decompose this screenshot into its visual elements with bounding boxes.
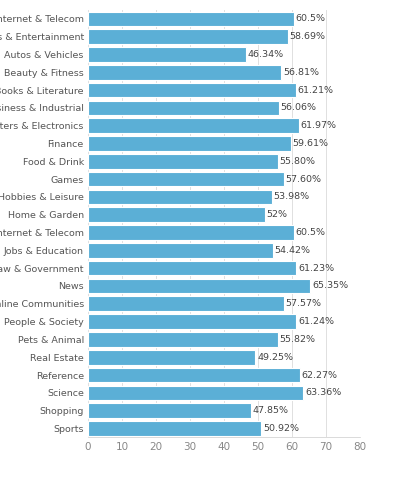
Bar [88,350,256,364]
Bar [88,136,291,151]
Text: 57.57%: 57.57% [286,299,322,308]
Bar [88,118,299,133]
Bar [88,279,310,293]
Bar [88,83,296,97]
Bar [88,243,273,257]
Text: 50.92%: 50.92% [263,424,299,433]
Text: 65.35%: 65.35% [312,281,348,290]
Bar [88,421,261,436]
Text: 60.5%: 60.5% [295,14,326,23]
Bar [88,386,304,400]
Bar [88,314,296,329]
Bar [88,154,278,168]
Bar [88,368,300,382]
Text: 54.42%: 54.42% [275,246,311,255]
Text: 56.06%: 56.06% [280,103,316,112]
Text: 52%: 52% [266,210,288,219]
Bar [88,332,278,347]
Text: 58.69%: 58.69% [289,32,325,41]
Text: 61.97%: 61.97% [300,121,336,130]
Bar [88,225,294,240]
Bar [88,65,281,80]
Bar [88,207,265,222]
Bar [88,172,284,186]
Bar [88,100,279,115]
Text: 60.5%: 60.5% [295,228,326,237]
Text: 61.24%: 61.24% [298,317,334,326]
Bar [88,261,296,275]
Bar [88,404,251,418]
Text: 61.23%: 61.23% [298,264,334,273]
Text: 61.21%: 61.21% [298,85,334,94]
Text: 49.25%: 49.25% [257,353,293,362]
Bar [88,29,288,44]
Text: 59.61%: 59.61% [292,139,328,148]
Text: 53.98%: 53.98% [273,192,309,201]
Bar [88,190,272,204]
Text: 46.34%: 46.34% [247,50,283,59]
Text: 47.85%: 47.85% [252,406,288,415]
Bar [88,11,294,26]
Bar [88,47,246,62]
Text: 57.60%: 57.60% [286,174,322,183]
Text: 62.27%: 62.27% [302,371,338,380]
Text: 55.82%: 55.82% [280,335,316,344]
Text: 56.81%: 56.81% [283,68,319,77]
Text: 55.80%: 55.80% [280,157,316,166]
Bar [88,297,284,311]
Text: 63.36%: 63.36% [305,388,341,397]
